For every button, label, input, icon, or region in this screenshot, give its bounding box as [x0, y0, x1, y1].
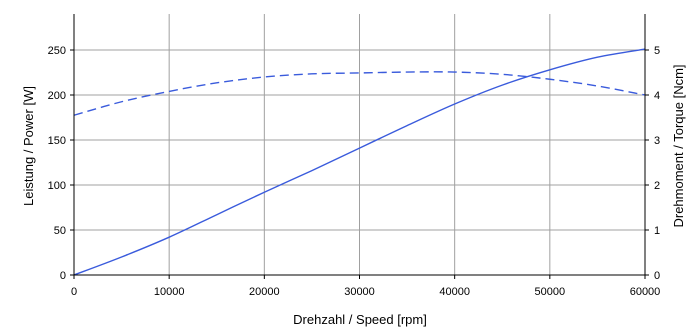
axes [70, 14, 649, 279]
y2-tick-label: 2 [654, 180, 660, 192]
y-tick-label: 50 [54, 225, 66, 237]
x-axis-title: Drehzahl / Speed [rpm] [293, 312, 427, 327]
y2-tick-label: 0 [654, 270, 660, 282]
y-tick-label: 150 [48, 135, 66, 147]
power-line [73, 48, 646, 276]
y2-tick-label: 5 [654, 45, 660, 57]
tick-labels: 0 10000 20000 30000 40000 50000 60000050100150… [48, 45, 661, 298]
x-tick-label: 0 [71, 286, 77, 298]
y-tick-label: 250 [48, 45, 66, 57]
y2-tick-label: 4 [654, 90, 660, 102]
x-tick-label: 40000 [439, 286, 470, 298]
grid-lines [74, 14, 645, 275]
y-tick-label: 200 [48, 90, 66, 102]
series-layer [73, 48, 646, 276]
x-tick-label: 30000 [344, 286, 375, 298]
y-tick-label: 0 [60, 270, 66, 282]
y2-tick-label: 3 [654, 135, 660, 147]
y2-axis-title: Drehmoment / Torque [Ncm] [671, 64, 686, 227]
x-tick-label: 10000 [154, 286, 185, 298]
x-tick-label: 60000 [630, 286, 661, 298]
y-tick-label: 100 [48, 180, 66, 192]
x-tick-label: 50000 [535, 286, 566, 298]
y2-tick-label: 1 [654, 225, 660, 237]
torque-line [73, 71, 646, 116]
y-axis-title: Leistung / Power [W] [21, 86, 36, 206]
x-tick-label: 20000 [249, 286, 280, 298]
